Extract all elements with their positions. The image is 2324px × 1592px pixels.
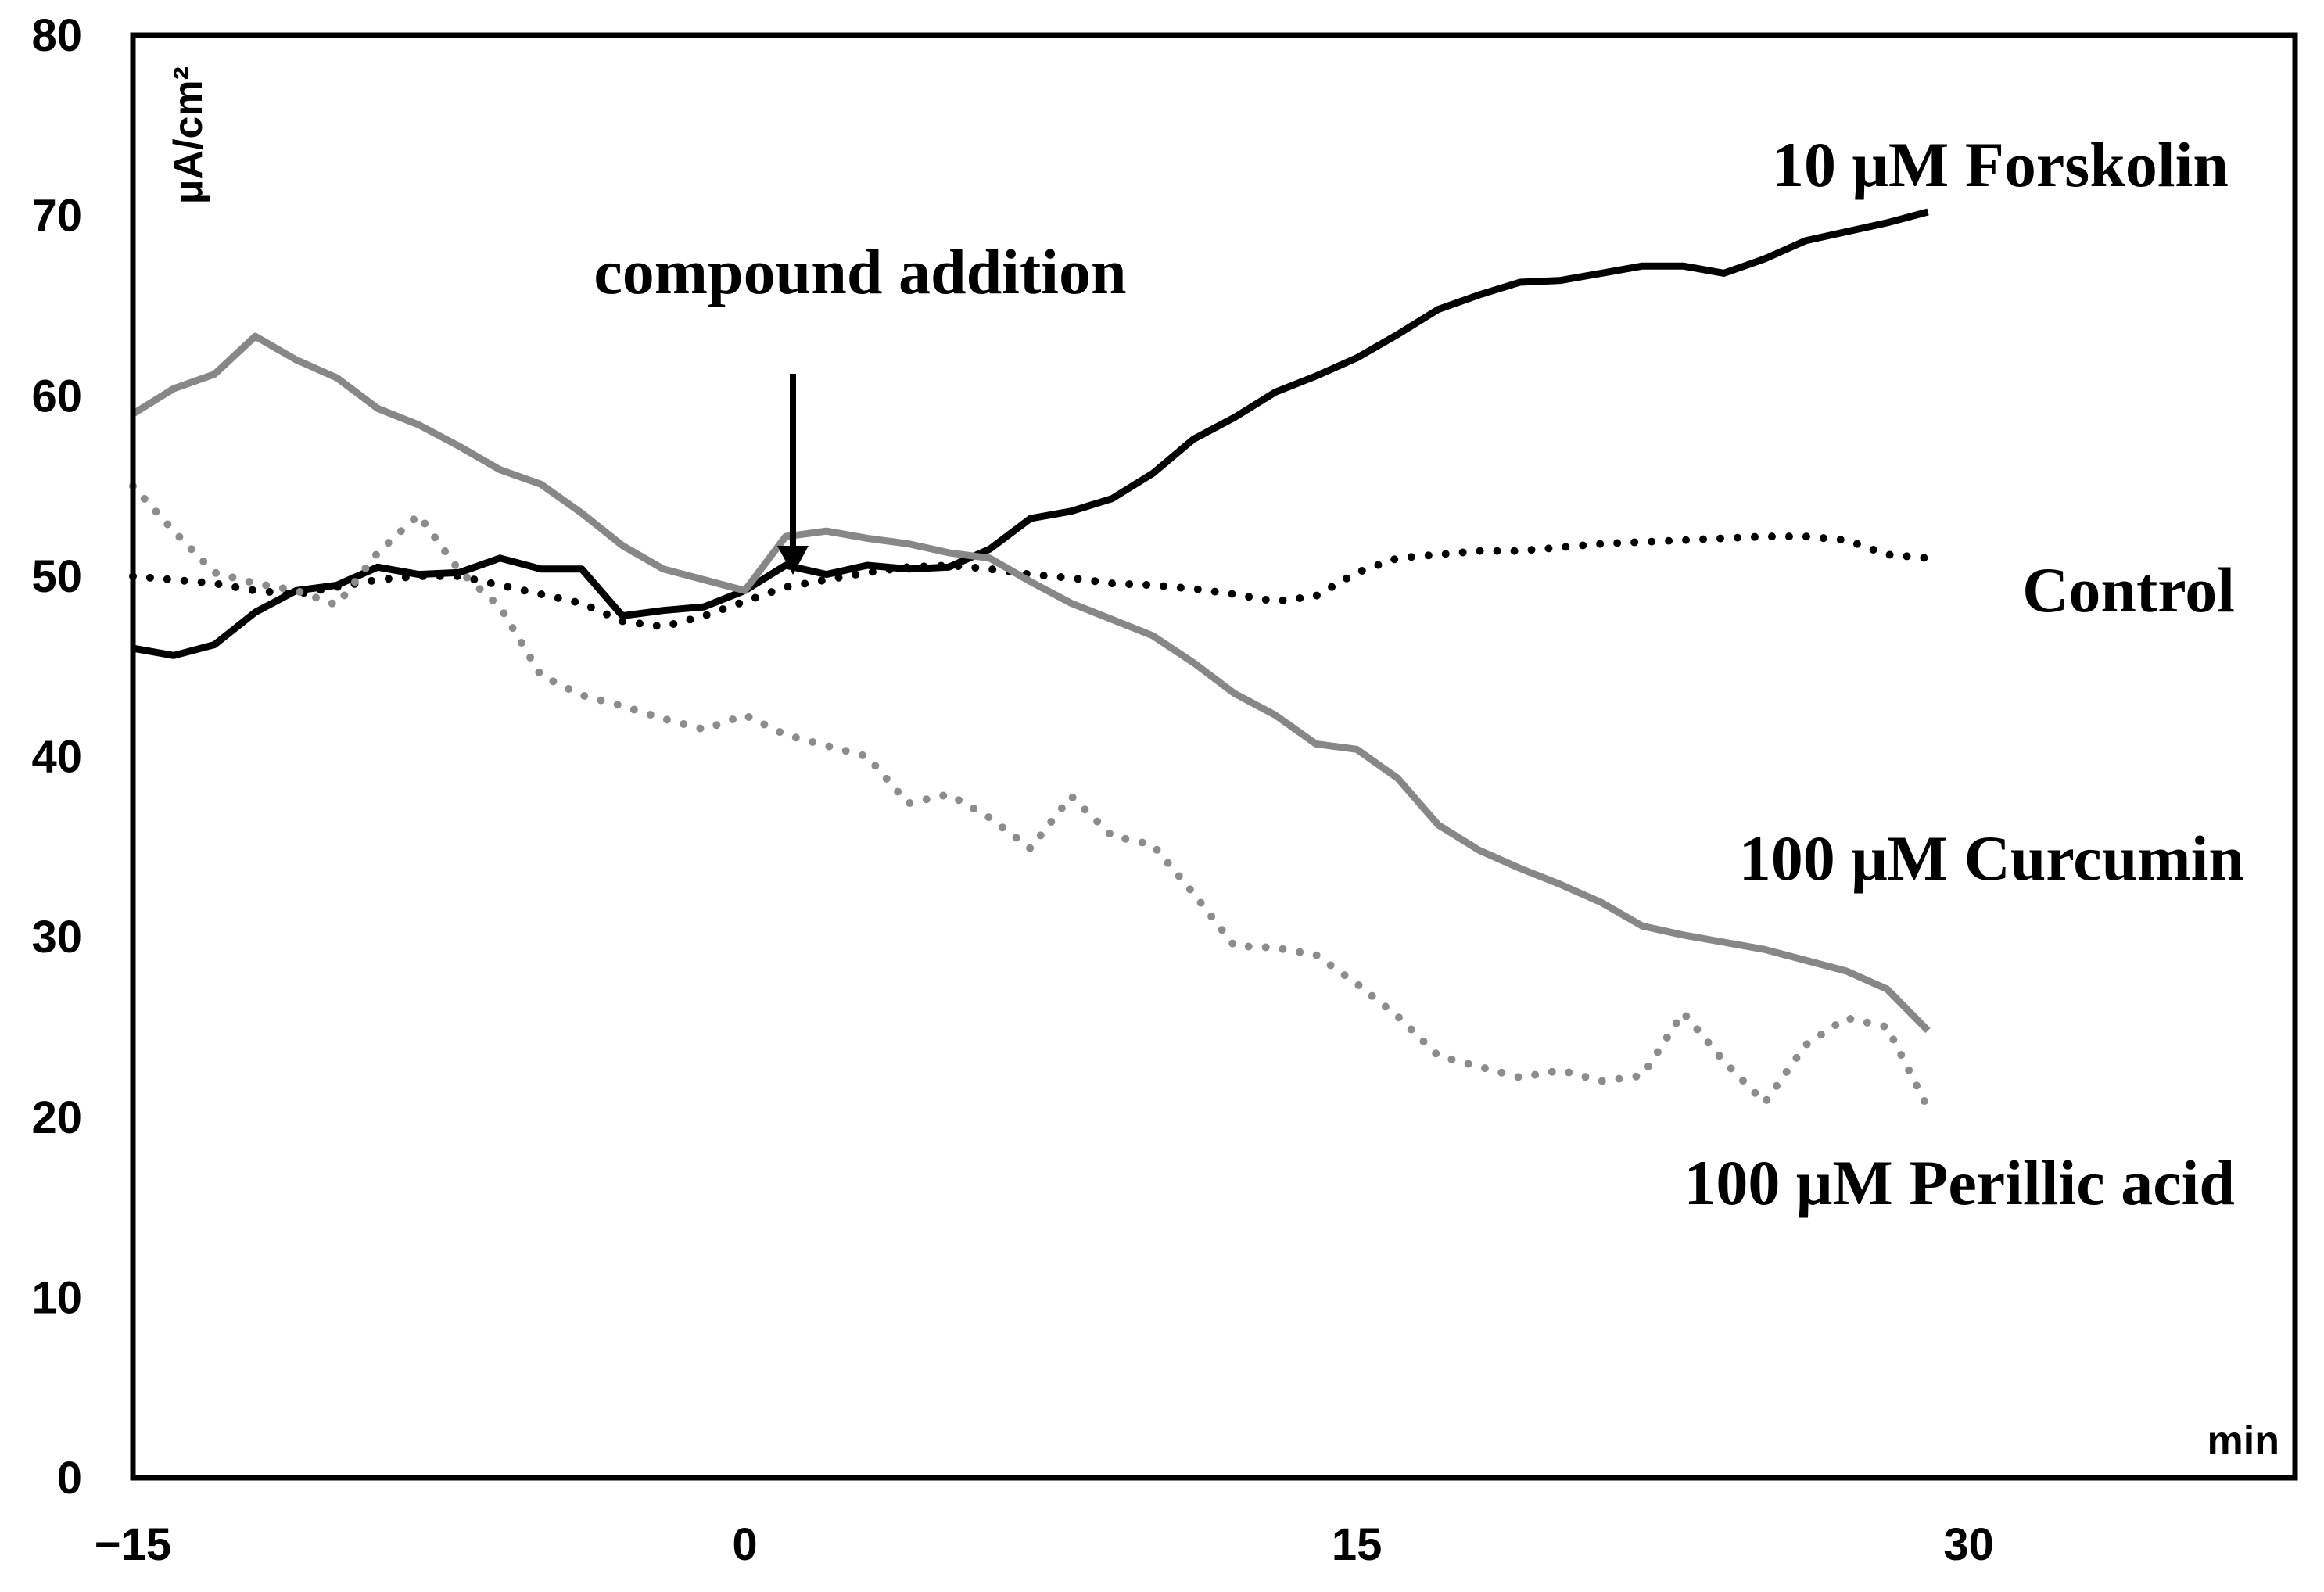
series-label-perillic-acid: 100 μM Perillic acid (1684, 1147, 2235, 1218)
x-tick-label: −15 (95, 1519, 171, 1570)
y-axis-unit-label: μA/cm² (166, 66, 211, 204)
series-label-curcumin: 100 μM Curcumin (1739, 823, 2244, 894)
y-tick-label: 60 (31, 371, 82, 421)
x-tick-label: 15 (1332, 1519, 1383, 1570)
series-line-3 (129, 482, 1932, 1113)
x-axis-ticks: −15 0 15 30 (95, 1519, 1994, 1570)
series-line-0 (132, 208, 1929, 659)
y-tick-label: 70 (31, 191, 82, 242)
y-tick-label: 0 (57, 1453, 82, 1504)
compound-addition-annotation: compound addition (594, 236, 1126, 307)
y-tick-label: 40 (31, 732, 82, 783)
plot-area-frame (130, 32, 2298, 1481)
series-line-2 (131, 332, 1931, 1034)
y-tick-label: 10 (31, 1272, 82, 1323)
x-tick-label: 0 (732, 1519, 757, 1570)
y-tick-label: 80 (31, 10, 82, 61)
x-axis-unit-label: min (2207, 1418, 2279, 1464)
y-tick-label: 20 (31, 1092, 82, 1143)
series-line-1 (129, 532, 1932, 631)
series-lines (129, 208, 1932, 1113)
x-tick-label: 30 (1943, 1519, 1994, 1570)
y-tick-label: 50 (31, 551, 82, 602)
series-label-control: Control (2022, 554, 2235, 626)
compound-addition-arrow (777, 374, 809, 575)
series-label-forskolin: 10 μM Forskolin (1772, 129, 2229, 200)
y-axis-ticks: 0 10 20 30 40 50 60 70 80 (31, 10, 82, 1504)
y-tick-label: 30 (31, 912, 82, 963)
